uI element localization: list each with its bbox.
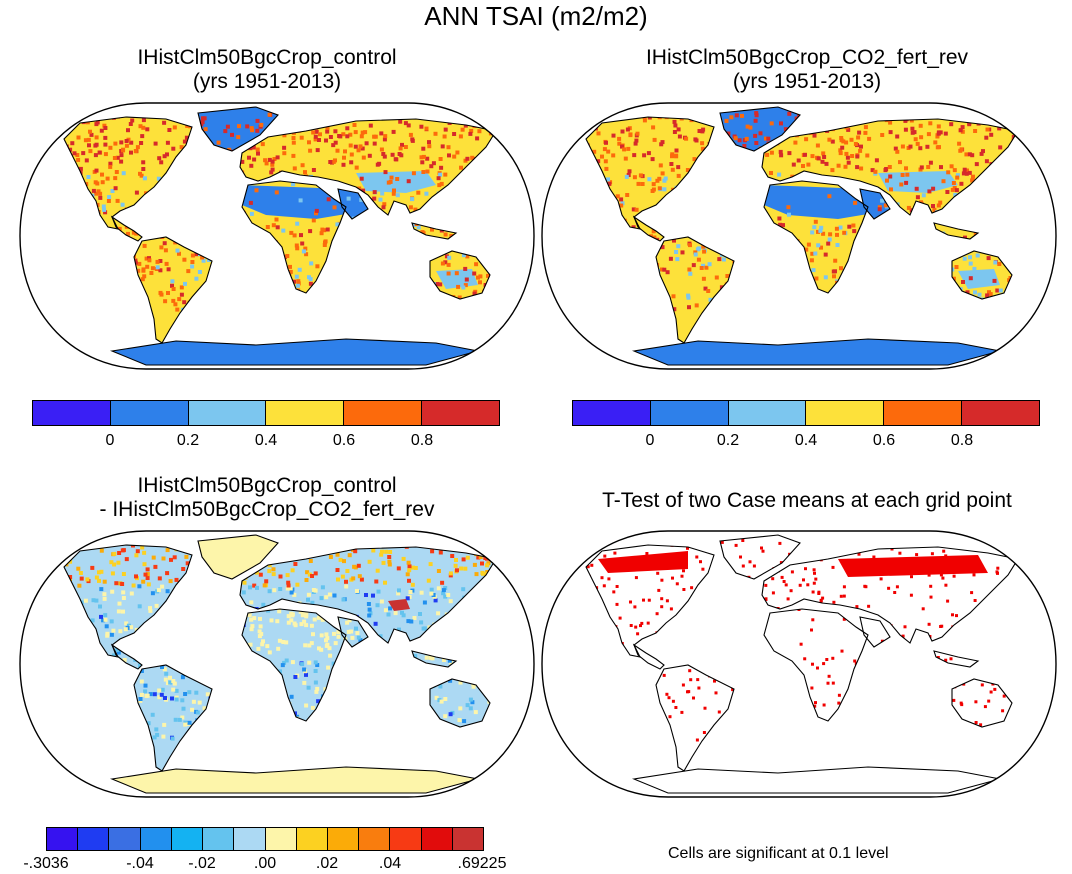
- colorbar-swatch: [109, 828, 141, 850]
- cbar3-tick: .02: [315, 855, 339, 872]
- cbar2-tick: 0.6: [872, 432, 896, 449]
- colorbar-swatch: [33, 401, 111, 425]
- colorbar-swatch: [359, 828, 391, 850]
- colorbar-swatch: [728, 401, 807, 425]
- cbar2-tick: 0: [645, 432, 655, 449]
- colorbar-swatch: [203, 828, 235, 850]
- colorbar-swatch: [884, 401, 963, 425]
- land-region-indonesia: [934, 223, 978, 239]
- colorbar-swatch: [344, 401, 423, 425]
- panel3-title-line1: IHistClm50BgcCrop_control: [137, 474, 397, 497]
- colorbar-swatch: [421, 828, 453, 850]
- colorbar-swatch: [188, 401, 267, 425]
- panel4-title: T-Test of two Case means at each grid po…: [537, 489, 1072, 513]
- cbar2-tick: 0.2: [716, 432, 740, 449]
- cbar3-tick: -.3036: [23, 855, 69, 872]
- cbar3-tick: .00: [253, 855, 277, 872]
- land-region-greenland: [198, 107, 278, 151]
- colorbar-swatch: [390, 828, 422, 850]
- cbar2-tick: 0.8: [950, 432, 974, 449]
- colorbar-swatch: [110, 401, 189, 425]
- colorbar-swatch: [962, 401, 1039, 425]
- cbar1-tick: 0.8: [410, 432, 434, 449]
- colorbar-swatch: [422, 401, 499, 425]
- land-region-centralAmerica: [634, 217, 664, 241]
- cbar3-tick: .04: [378, 855, 402, 872]
- cbar1-tick: 0: [105, 432, 115, 449]
- cbar3-tick: -.02: [188, 855, 216, 872]
- colorbar-swatch: [296, 828, 328, 850]
- panel1-title-line1: IHistClm50BgcCrop_control: [137, 46, 397, 69]
- panel3-title-line2: - IHistClm50BgcCrop_CO2_fert_rev: [99, 498, 435, 521]
- map-difference: [19, 530, 535, 798]
- panel2-title-line2: (yrs 1951-2013): [732, 70, 882, 93]
- panel2-title-line1: IHistClm50BgcCrop_CO2_fert_rev: [645, 46, 969, 69]
- map-ttest: [541, 530, 1057, 798]
- map-control: [19, 102, 535, 370]
- colorbar-swatch: [650, 401, 729, 425]
- panel2-title: IHistClm50BgcCrop_CO2_fert_rev (yrs 1951…: [557, 46, 1057, 94]
- panel3-title: IHistClm50BgcCrop_control - IHistClm50Bg…: [17, 474, 517, 522]
- panel1-title: IHistClm50BgcCrop_control (yrs 1951-2013…: [17, 46, 517, 94]
- cbar2-tick: 0.4: [794, 432, 818, 449]
- cbar3-tick: -.04: [126, 855, 154, 872]
- colorbar-swatch: [573, 401, 651, 425]
- colorbar-swatch: [327, 828, 360, 850]
- map-co2-fert-rev: [541, 102, 1057, 370]
- land-region-europeAsia: [240, 119, 496, 215]
- colorbar-panel1: [32, 400, 500, 426]
- panel4-title-line1: T-Test of two Case means at each grid po…: [602, 489, 1012, 512]
- colorbar-swatch: [140, 828, 172, 850]
- panel1-title-line2: (yrs 1951-2013): [192, 70, 342, 93]
- cbar1-tick: 0.2: [176, 432, 200, 449]
- colorbar-swatch: [234, 828, 266, 850]
- colorbar-swatch: [806, 401, 885, 425]
- colorbar-difference: [46, 827, 484, 851]
- cbar1-tick: 0.6: [332, 432, 356, 449]
- colorbar-swatch: [171, 828, 204, 850]
- significance-note: Cells are significant at 0.1 level: [668, 845, 889, 862]
- colorbar-swatch: [265, 828, 297, 850]
- colorbar-swatch: [78, 828, 110, 850]
- colorbar-panel2: [572, 400, 1040, 426]
- cbar3-tick: .69225: [457, 855, 507, 872]
- colorbar-swatch: [266, 401, 345, 425]
- main-title: ANN TSAI (m2/m2): [424, 1, 648, 31]
- cbar1-tick: 0.4: [254, 432, 278, 449]
- colorbar-swatch: [47, 828, 79, 850]
- colorbar-swatch: [452, 828, 484, 850]
